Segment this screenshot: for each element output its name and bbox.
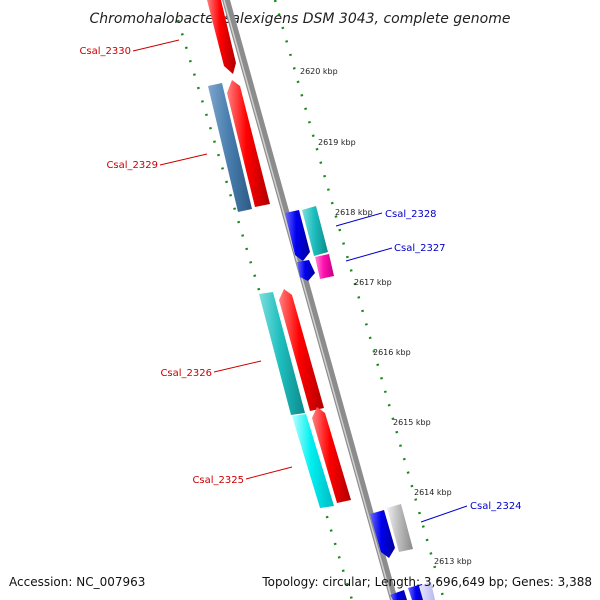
genome-backbone <box>222 0 398 600</box>
gene-csal-2323-feature[interactable] <box>390 590 407 600</box>
gene-csal-2328-companion-feature[interactable] <box>302 206 328 256</box>
leader-line-csal-2330 <box>132 39 180 52</box>
tick-label-2615: 2615 kbp <box>393 418 431 427</box>
tick-label-2617: 2617 kbp <box>354 278 392 287</box>
gene-outer-fragment-feature[interactable] <box>419 582 435 600</box>
leader-line-csal-2324 <box>420 505 468 523</box>
leader-line-csal-2328 <box>335 212 383 227</box>
genome-backbone-highlight <box>223 0 393 600</box>
gene-label-csal-2329[interactable]: Csal_2329 <box>106 160 158 171</box>
gene-csal-2329-inner-feature[interactable] <box>227 80 270 207</box>
accession-text: Accession: NC_007963 <box>9 575 145 589</box>
tick-label-2613: 2613 kbp <box>434 557 472 566</box>
tick-label-2620: 2620 kbp <box>300 67 338 76</box>
gene-csal-2325-outer-feature[interactable] <box>292 414 334 508</box>
tick-label-2614: 2614 kbp <box>414 488 452 497</box>
gene-label-csal-2325[interactable]: Csal_2325 <box>192 475 244 486</box>
gene-label-csal-2330[interactable]: Csal_2330 <box>79 46 131 57</box>
tick-label-2616: 2616 kbp <box>373 348 411 357</box>
gene-csal-2326-inner-feature[interactable] <box>279 289 324 411</box>
gene-csal-2324-companion-feature[interactable] <box>387 504 413 552</box>
gene-csal-2329-outer-feature[interactable] <box>208 83 252 212</box>
leader-line-csal-2326 <box>213 360 262 373</box>
tick-label-2618: 2618 kbp <box>335 208 373 217</box>
gene-label-csal-2326[interactable]: Csal_2326 <box>160 368 212 379</box>
gene-label-csal-2328[interactable]: Csal_2328 <box>385 209 437 220</box>
map-title: Chromohalobacter salexigens DSM 3043, co… <box>90 11 511 27</box>
leader-line-csal-2325 <box>245 466 293 480</box>
leader-line-csal-2327 <box>345 247 393 262</box>
gene-label-csal-2324[interactable]: Csal_2324 <box>470 501 522 512</box>
gene-label-csal-2327[interactable]: Csal_2327 <box>394 243 446 254</box>
leader-line-csal-2329 <box>159 153 208 166</box>
gene-csal-2325-inner-feature[interactable] <box>312 407 351 503</box>
genome-summary-text: Topology: circular; Length: 3,696,649 bp… <box>261 575 592 589</box>
tick-label-2619: 2619 kbp <box>318 138 356 147</box>
outer-dotted-ring <box>273 0 446 600</box>
gene-csal-2324-feature[interactable] <box>370 510 395 558</box>
gene-csal-2327-feature[interactable] <box>297 260 315 281</box>
gene-csal-2330-feature[interactable] <box>207 0 236 74</box>
gene-csal-2326-outer-feature[interactable] <box>259 292 305 415</box>
gene-csal-2327-companion-feature[interactable] <box>315 254 334 279</box>
gene-csal-2328-feature[interactable] <box>285 210 310 261</box>
